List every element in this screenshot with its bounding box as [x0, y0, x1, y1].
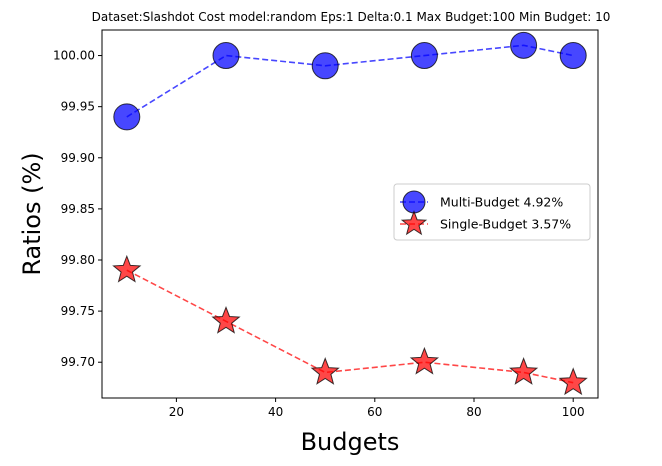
y-axis-label: Ratios (%): [18, 152, 46, 275]
data-point: [112, 254, 142, 283]
series-line: [126, 44, 574, 118]
x-axis-ticks: 20 40 60 80 100: [169, 398, 585, 419]
y-tick-label: 100.00: [53, 49, 95, 63]
x-tick-label: 100: [562, 405, 585, 419]
x-axis-label: Budgets: [301, 428, 400, 456]
series-line: [126, 269, 574, 384]
legend-label: Multi-Budget 4.92%: [440, 195, 563, 210]
series-star: [112, 254, 588, 396]
legend-item: Multi-Budget 4.92%: [400, 190, 563, 214]
legend: Multi-Budget 4.92% Single-Budget 3.57%: [393, 183, 591, 241]
series-circle: [113, 31, 587, 131]
y-tick-label: 99.70: [61, 355, 95, 369]
legend-box: [393, 183, 591, 241]
legend-item: Single-Budget 3.57%: [400, 210, 571, 236]
legend-label: Single-Budget 3.57%: [440, 217, 571, 232]
x-tick-label: 20: [169, 405, 184, 419]
data-point: [212, 42, 240, 70]
data-point: [113, 103, 141, 131]
data-point: [508, 357, 539, 385]
data-point: [510, 31, 538, 59]
data-point: [310, 357, 340, 385]
data-point: [559, 42, 587, 70]
y-tick-label: 99.85: [61, 202, 95, 216]
data-point: [558, 367, 588, 396]
data-point: [409, 346, 440, 375]
x-tick-label: 40: [268, 405, 283, 419]
data-point: [410, 42, 438, 70]
legend-marker: [400, 210, 428, 236]
y-tick-label: 99.80: [61, 253, 95, 267]
plot-frame: [101, 29, 599, 399]
x-tick-label: 60: [367, 405, 382, 419]
x-tick-label: 80: [466, 405, 481, 419]
plot-area: [112, 31, 588, 396]
chart-title: Dataset:Slashdot Cost model:random Eps:1…: [92, 10, 611, 24]
y-tick-label: 99.90: [61, 151, 95, 165]
data-point: [311, 52, 339, 80]
legend-marker: [402, 190, 426, 214]
y-tick-label: 99.75: [61, 304, 95, 318]
y-tick-label: 99.95: [61, 100, 95, 114]
data-point: [211, 305, 241, 334]
y-axis-ticks: 99.70 99.75 99.80 99.85 99.90 99.95 100.00: [53, 49, 102, 369]
